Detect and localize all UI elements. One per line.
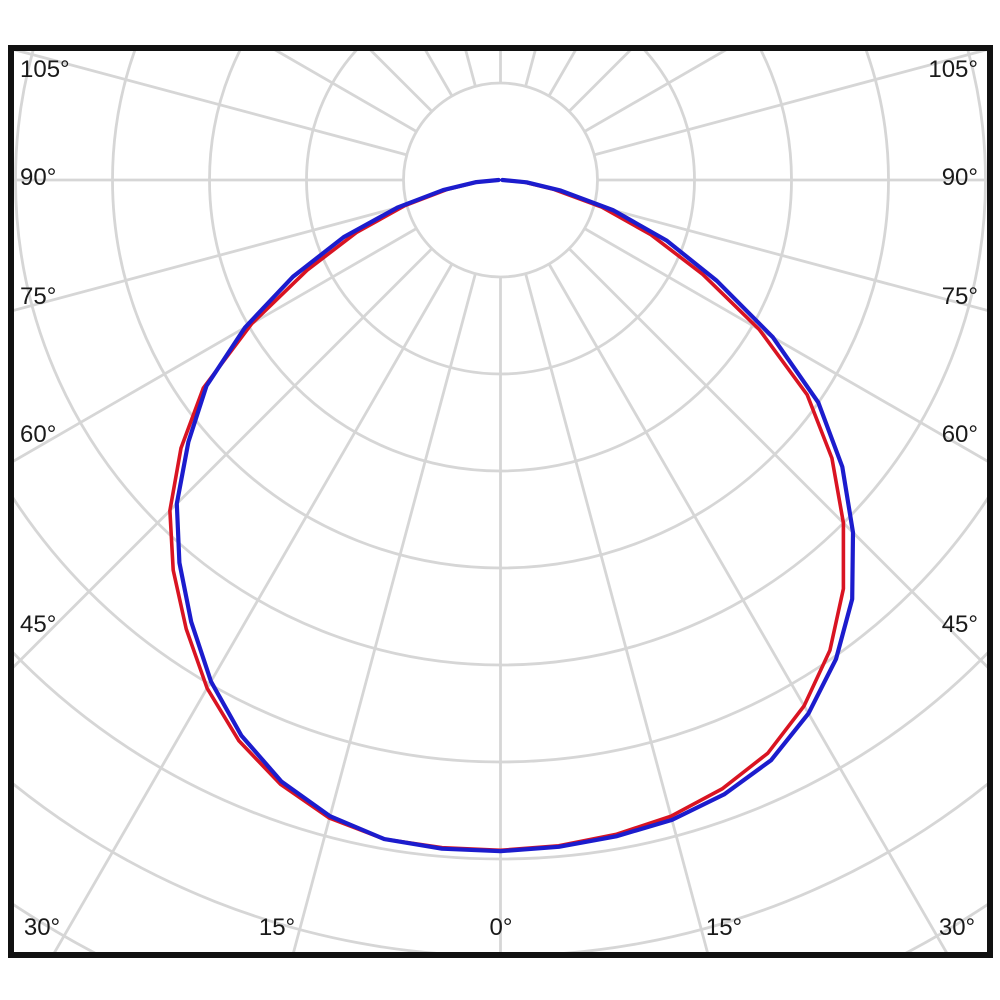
angle-label-left-90: 90° bbox=[20, 164, 57, 191]
angle-label-left-75: 75° bbox=[20, 283, 57, 310]
angle-label-bottom-30-right: 30° bbox=[938, 914, 976, 941]
angle-label-bottom-0: 0° bbox=[489, 914, 513, 941]
angle-label-bottom-15-right: 15° bbox=[705, 914, 743, 941]
chart-frame bbox=[8, 45, 993, 958]
angle-label-bottom-15-left: 15° bbox=[258, 914, 296, 941]
angle-label-bottom-30-left: 30° bbox=[23, 914, 61, 941]
angle-label-right-105: 105° bbox=[928, 56, 978, 83]
angle-label-right-90: 90° bbox=[941, 164, 978, 191]
angle-label-left-60: 60° bbox=[20, 421, 57, 448]
angle-label-left-105: 105° bbox=[20, 56, 70, 83]
red-curve bbox=[168, 178, 846, 853]
angle-label-right-75: 75° bbox=[941, 283, 978, 310]
blue-curve bbox=[174, 177, 856, 854]
angle-label-right-60: 60° bbox=[941, 421, 978, 448]
angle-label-right-45: 45° bbox=[941, 611, 978, 638]
angle-label-left-45: 45° bbox=[20, 611, 57, 638]
